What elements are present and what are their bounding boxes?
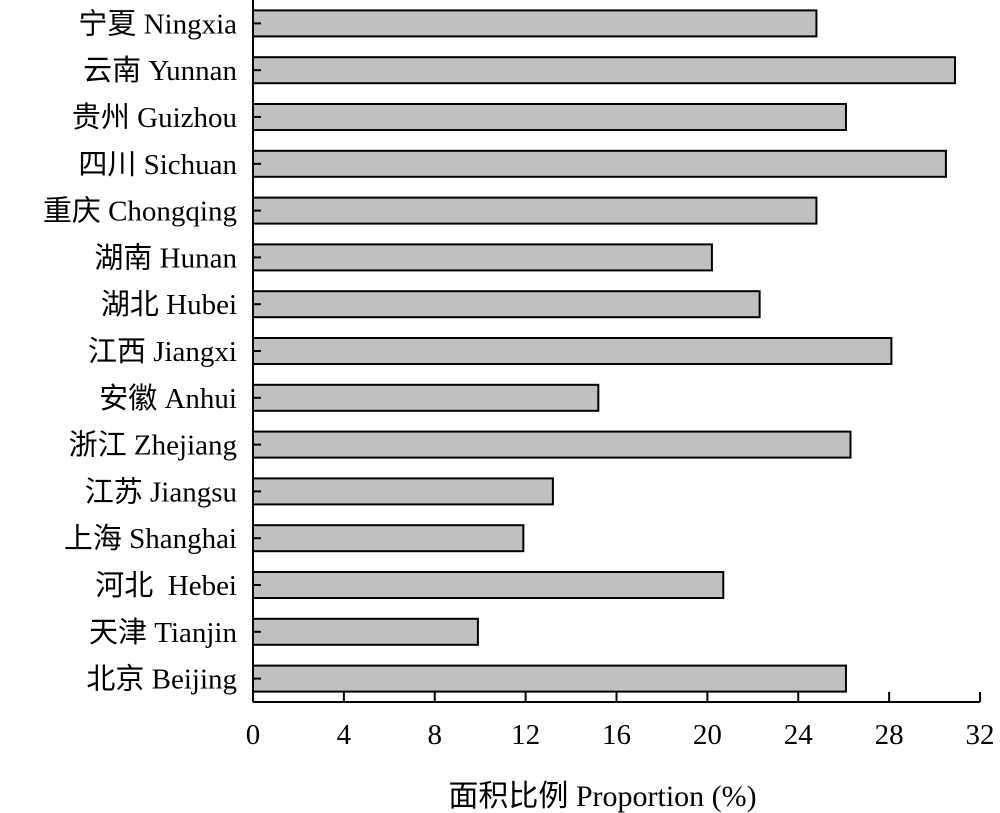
- x-axis-title: 面积比例 Proportion (%): [448, 780, 756, 813]
- bars-group: [252, 9, 957, 693]
- category-labels: 宁夏 Ningxia 云南 Yunnan 贵州 Guizhou 四川 Sichuan 重…: [43, 7, 238, 695]
- bar: [252, 337, 893, 365]
- category-label: 江西 Jiangxi: [88, 336, 237, 368]
- category-label: 四川 Sichuan: [78, 149, 237, 181]
- x-tick-label: 32: [966, 719, 995, 751]
- bar: [252, 664, 847, 693]
- bar: [252, 477, 554, 506]
- category-label: 宁夏 Ningxia: [78, 7, 237, 40]
- category-label: 云南 Yunnan: [83, 54, 237, 87]
- category-label: 江苏 Jiangsu: [85, 475, 237, 508]
- category-label: 河北 Hebei: [95, 570, 237, 602]
- bar: [252, 430, 852, 459]
- x-tick-label: 16: [602, 719, 631, 751]
- bar: [252, 383, 600, 412]
- category-label: 贵州 Guizhou: [72, 101, 237, 134]
- x-axis-ticks: 0 4 8 12 16 20 24 28 32: [246, 692, 995, 751]
- category-label: 湖北 Hubei: [101, 289, 237, 321]
- category-label: 湖南 Hunan: [94, 241, 237, 274]
- bar: [252, 196, 818, 225]
- bar: [252, 103, 847, 131]
- x-tick-label: 12: [511, 719, 540, 751]
- x-tick-label: 24: [784, 719, 814, 751]
- bar: [252, 617, 479, 646]
- category-label: 重庆 Chongqing: [43, 195, 237, 228]
- bar: [252, 9, 818, 38]
- bar: [252, 56, 957, 85]
- category-label: 上海 Shanghai: [64, 522, 237, 555]
- category-label: 安徽 Anhui: [99, 382, 237, 415]
- y-axis-ticks: [253, 22, 261, 680]
- category-label: 浙江 Zhejiang: [69, 429, 237, 462]
- x-tick-label: 8: [428, 719, 443, 751]
- x-tick-label: 20: [693, 719, 722, 751]
- bar: [252, 243, 713, 272]
- category-label: 天津 Tianjin: [89, 617, 237, 649]
- x-tick-label: 28: [875, 719, 904, 751]
- x-tick-label: 4: [337, 719, 352, 751]
- bar: [252, 290, 761, 319]
- bar: [252, 149, 947, 178]
- bar: [252, 524, 525, 553]
- bar: [252, 571, 725, 599]
- x-tick-label: 0: [246, 719, 261, 751]
- category-label: 北京 Beijing: [86, 663, 237, 696]
